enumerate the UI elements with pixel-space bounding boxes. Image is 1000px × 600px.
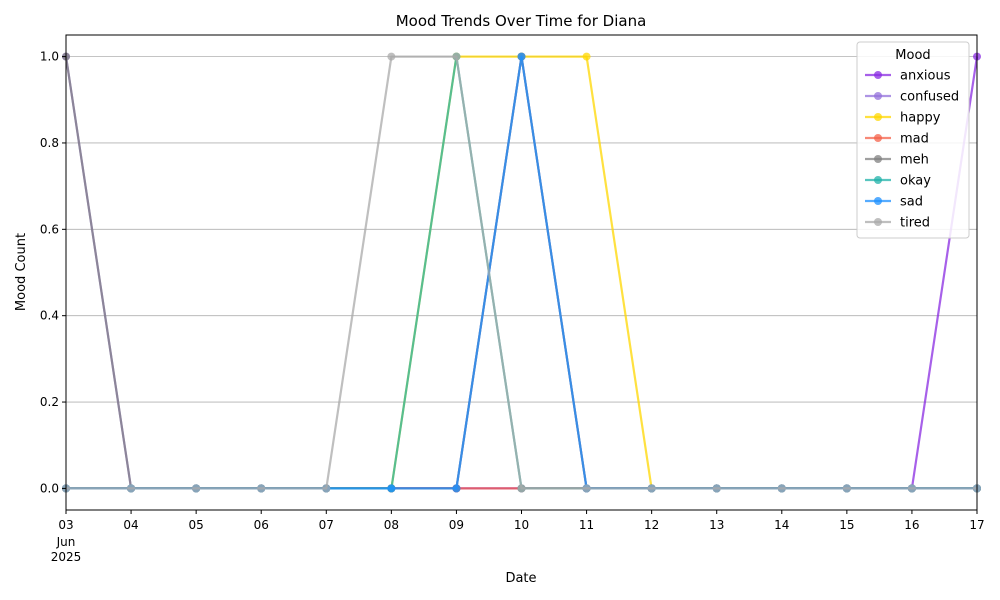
- y-tick-label: 0.8: [40, 136, 59, 150]
- data-point-tired: [127, 484, 136, 493]
- x-tick-label: 06: [254, 518, 269, 532]
- y-tick-label: 0.0: [40, 481, 59, 495]
- data-point-happy: [582, 52, 591, 61]
- series-line-tired: [66, 55, 977, 490]
- legend-swatch-marker: [874, 218, 882, 226]
- legend-swatch-marker: [874, 92, 882, 100]
- series-line-confused: [64, 55, 977, 490]
- x-axis-label: Date: [505, 571, 536, 586]
- legend-label-tired: tired: [900, 216, 930, 231]
- legend-swatch-marker: [874, 113, 882, 121]
- data-point-tired: [517, 484, 526, 493]
- data-point-sad: [387, 484, 396, 493]
- series-meh: [62, 52, 981, 493]
- x-tick-label: 13: [709, 518, 724, 532]
- y-axis: 0.0 0.2 0.4 0.6 0.8 1.0: [40, 50, 66, 495]
- data-point-tired: [582, 484, 591, 493]
- data-point-tired: [777, 484, 786, 493]
- series-line-happy: [66, 55, 977, 490]
- x-tick-label: 07: [319, 518, 334, 532]
- legend-label-mad: mad: [900, 132, 929, 147]
- series-anxious: [62, 52, 981, 493]
- x-tick-label: 05: [189, 518, 204, 532]
- series-line-sad: [66, 55, 977, 490]
- series-okay: [62, 52, 981, 493]
- x-tick-label: 16: [904, 518, 919, 532]
- series-lines: [62, 52, 981, 493]
- data-point-tired: [842, 484, 851, 493]
- y-tick-label: 0.6: [40, 222, 59, 236]
- y-axis-label: Mood Count: [14, 233, 29, 311]
- y-tick-label: 0.4: [40, 309, 59, 323]
- data-point-tired: [387, 52, 396, 61]
- x-tick-label: 17: [969, 518, 984, 532]
- legend-swatch-marker: [874, 155, 882, 163]
- legend-box: [856, 41, 970, 239]
- x-tick-sublabel: 2025: [51, 550, 82, 564]
- x-tick-label: 03: [58, 518, 73, 532]
- series-line-meh: [64, 55, 977, 490]
- series-sad: [62, 52, 981, 493]
- y-tick-label: 1.0: [40, 50, 59, 64]
- data-point-tired: [452, 52, 461, 61]
- plot-frame: [65, 34, 978, 511]
- x-tick-label: 10: [514, 518, 529, 532]
- series-confused: [62, 52, 981, 493]
- legend-swatch-marker: [874, 176, 882, 184]
- x-tick-label: 15: [839, 518, 854, 532]
- legend-label-confused: confused: [900, 90, 959, 105]
- legend-swatch-marker: [874, 197, 882, 205]
- data-point-tired: [907, 484, 916, 493]
- series-line-anxious: [66, 56, 979, 490]
- x-tick-sublabel: Jun: [56, 535, 76, 549]
- x-tick-label: 04: [123, 518, 138, 532]
- chart-title: Mood Trends Over Time for Diana: [396, 12, 647, 30]
- x-tick-label: 09: [449, 518, 464, 532]
- x-tick-label: 11: [579, 518, 594, 532]
- legend: Mood anxious confused happy mad meh okay sad tir…: [856, 41, 970, 239]
- data-point-tired: [322, 484, 331, 493]
- x-tick-label: 08: [384, 518, 399, 532]
- data-point-tired: [192, 484, 201, 493]
- data-point-tired: [647, 484, 656, 493]
- x-tick-label: 12: [644, 518, 659, 532]
- series-line-okay: [66, 55, 977, 490]
- gridlines: [66, 56, 977, 489]
- legend-label-sad: sad: [900, 195, 923, 210]
- data-point-sad: [517, 52, 526, 61]
- legend-swatch-marker: [874, 134, 882, 142]
- legend-swatch-marker: [874, 71, 882, 79]
- y-tick-label: 0.2: [40, 395, 59, 409]
- data-point-tired: [712, 484, 721, 493]
- legend-title: Mood: [895, 48, 930, 63]
- data-point-sad: [452, 484, 461, 493]
- legend-label-happy: happy: [900, 111, 941, 126]
- series-happy: [62, 52, 981, 493]
- legend-label-anxious: anxious: [900, 69, 951, 84]
- data-point-tired: [257, 484, 266, 493]
- legend-label-meh: meh: [900, 153, 929, 168]
- series-tired: [62, 52, 981, 493]
- legend-label-okay: okay: [900, 174, 931, 189]
- x-tick-label: 14: [774, 518, 789, 532]
